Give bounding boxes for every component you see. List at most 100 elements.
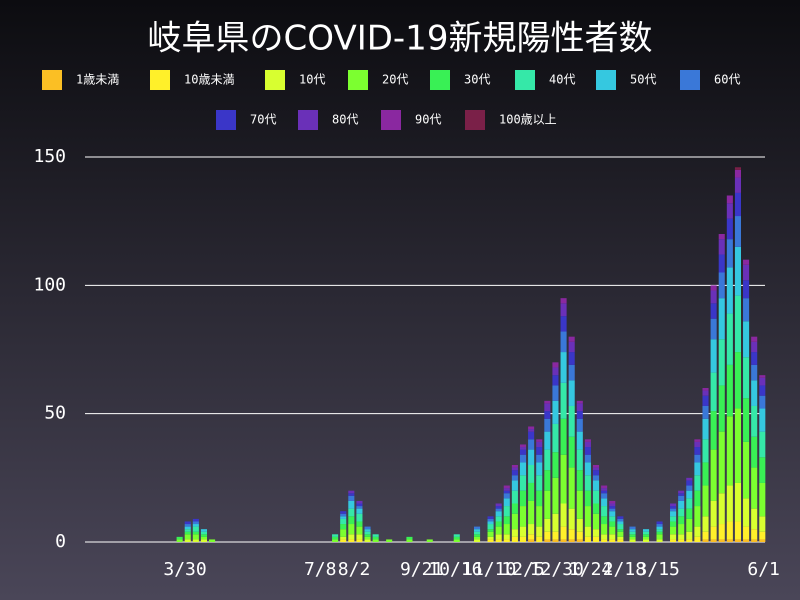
bar-segment [474, 536, 481, 540]
bar-segment [609, 511, 616, 517]
bar-segment [710, 285, 717, 291]
bar-segment [656, 524, 663, 527]
bar-segment [718, 339, 725, 386]
bar-segment [751, 341, 758, 353]
bar-segment [503, 485, 510, 489]
bar-segment [511, 470, 518, 476]
bar-segment [576, 470, 583, 491]
bar-segment [702, 395, 709, 406]
bar-segment [670, 534, 677, 540]
bar-segment [487, 529, 494, 532]
bar-segment [192, 524, 199, 527]
bar-segment [576, 403, 583, 412]
bar-segment [694, 490, 701, 507]
bar-segment [710, 411, 717, 450]
bar-segment [474, 526, 481, 530]
bar-segment [528, 465, 535, 483]
bar-segment [718, 539, 725, 542]
x-tick-label: 9/21 [400, 559, 443, 580]
legend-swatch [680, 70, 700, 90]
bar-segment [364, 539, 371, 542]
bar-segment [364, 534, 371, 537]
legend-label: 100歳以上 [499, 113, 557, 127]
bar-segment [536, 441, 543, 448]
bar-segment [584, 447, 591, 455]
bar-segment [576, 518, 583, 532]
bar-segment [536, 454, 543, 463]
bar-segment [601, 534, 608, 540]
bar-segment [609, 521, 616, 527]
bar-segment [560, 418, 567, 455]
bar-segment [474, 529, 481, 532]
bar-segment [751, 336, 758, 342]
bar-segment [528, 449, 535, 465]
bar-segment [686, 498, 693, 509]
bar-segment [372, 534, 379, 537]
bar-segment [495, 511, 502, 517]
bar-segment [544, 490, 551, 519]
bar-segment [726, 521, 733, 540]
bar-segment [759, 395, 766, 409]
bar-segment [552, 385, 559, 401]
bar-segment [686, 518, 693, 532]
bar-segment [686, 490, 693, 499]
bar-segment [759, 377, 766, 386]
bar-segment [568, 352, 575, 365]
bar-segment [734, 246, 742, 296]
bar-segment [734, 216, 742, 247]
bar-segment [356, 534, 363, 540]
bar-segment [642, 536, 650, 540]
bar-segment [743, 259, 750, 265]
bar-segment [511, 529, 518, 537]
bar-segment [702, 388, 709, 391]
bar-segment [601, 524, 608, 535]
bar-segment [702, 418, 709, 440]
bar-segment [702, 531, 709, 540]
bar-segment [629, 529, 636, 532]
bar-segment [743, 539, 750, 542]
bar-segment [184, 529, 191, 532]
bar-segment [726, 485, 733, 522]
bar-segment [734, 169, 742, 178]
bar-segment [576, 539, 583, 542]
bar-segment [726, 195, 733, 204]
legend-label: 20代 [382, 73, 408, 87]
bar-segment [386, 539, 393, 542]
bar-segment [751, 352, 758, 365]
bar-segment [670, 506, 677, 509]
bar-segment [759, 408, 766, 432]
legend-label: 30代 [464, 73, 490, 87]
bar-segment [694, 439, 701, 442]
bar-segment [642, 529, 650, 532]
bar-segment [568, 380, 575, 406]
bar-segment [584, 475, 591, 491]
bar-segment [568, 364, 575, 381]
bar-segment [528, 482, 535, 501]
bar-segment [348, 516, 355, 525]
bar-segment [192, 531, 199, 535]
bar-segment [751, 380, 758, 406]
bar-segment [536, 536, 543, 542]
bar-segment [601, 493, 608, 499]
bar-segment [751, 467, 758, 509]
bar-segment [743, 441, 750, 499]
bar-segment [743, 280, 750, 299]
bar-segment [487, 536, 494, 540]
bar-segment [759, 431, 766, 458]
bar-segment [503, 524, 510, 535]
bar-segment [609, 534, 616, 540]
bar-segment [743, 321, 750, 358]
bar-segment [495, 506, 502, 509]
bar-segment [536, 506, 543, 527]
bar-segment [560, 316, 567, 332]
bar-segment [192, 526, 199, 532]
bar-segment [702, 516, 709, 532]
bar-segment [726, 203, 733, 219]
legend-label: 80代 [332, 113, 358, 127]
bar-segment [340, 518, 347, 525]
bar-segment [617, 521, 624, 525]
bar-segment [592, 529, 600, 537]
bar-segment [340, 536, 347, 540]
bar-segment [629, 539, 636, 542]
bar-segment [670, 516, 677, 522]
